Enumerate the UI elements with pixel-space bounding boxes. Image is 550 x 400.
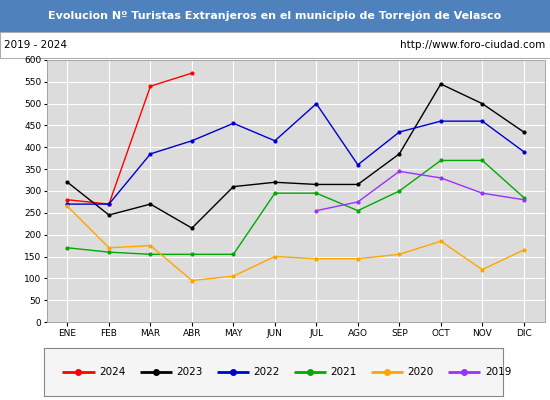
2023	[479, 101, 486, 106]
2019	[437, 176, 444, 180]
2019	[479, 191, 486, 196]
Line: 2023: 2023	[66, 83, 525, 230]
Line: 2021: 2021	[66, 159, 525, 256]
2022	[520, 149, 527, 154]
2019	[520, 197, 527, 202]
2021	[147, 252, 154, 257]
2022	[272, 138, 278, 143]
2023	[396, 152, 403, 156]
Text: 2024: 2024	[99, 367, 125, 377]
2022	[437, 119, 444, 124]
Text: 2023: 2023	[176, 367, 202, 377]
Text: 2019: 2019	[485, 367, 512, 377]
2023	[272, 180, 278, 185]
2021	[189, 252, 195, 257]
2020	[313, 256, 320, 261]
2021	[106, 250, 112, 254]
2024	[189, 71, 195, 76]
2021	[520, 195, 527, 200]
2023	[64, 180, 71, 185]
2023	[230, 184, 236, 189]
2021	[479, 158, 486, 163]
Text: 2021: 2021	[331, 367, 357, 377]
Text: 2019 - 2024: 2019 - 2024	[4, 40, 68, 50]
2022	[106, 202, 112, 206]
2022	[147, 152, 154, 156]
2023	[147, 202, 154, 206]
2022	[230, 121, 236, 126]
2023	[437, 82, 444, 86]
2020	[106, 245, 112, 250]
2023	[355, 182, 361, 187]
Text: 2022: 2022	[254, 367, 280, 377]
Line: 2022: 2022	[66, 102, 525, 206]
2019	[313, 208, 320, 213]
Line: 2024: 2024	[66, 72, 193, 206]
2023	[313, 182, 320, 187]
2021	[396, 188, 403, 193]
2020	[437, 239, 444, 244]
2022	[313, 101, 320, 106]
Text: http://www.foro-ciudad.com: http://www.foro-ciudad.com	[400, 40, 546, 50]
2021	[64, 245, 71, 250]
2020	[520, 248, 527, 252]
Text: Evolucion Nº Turistas Extranjeros en el municipio de Torrejón de Velasco: Evolucion Nº Turistas Extranjeros en el …	[48, 11, 502, 21]
2020	[272, 254, 278, 259]
2021	[355, 208, 361, 213]
2023	[189, 226, 195, 230]
2022	[479, 119, 486, 124]
Text: 2020: 2020	[408, 367, 434, 377]
2022	[396, 130, 403, 134]
2020	[479, 267, 486, 272]
2023	[106, 213, 112, 218]
2021	[437, 158, 444, 163]
2024	[64, 197, 71, 202]
2020	[64, 204, 71, 209]
2020	[230, 274, 236, 278]
2020	[355, 256, 361, 261]
2021	[313, 191, 320, 196]
2019	[355, 200, 361, 204]
Line: 2019: 2019	[315, 170, 525, 212]
2021	[230, 252, 236, 257]
2022	[189, 138, 195, 143]
2021	[272, 191, 278, 196]
2022	[64, 202, 71, 206]
2024	[147, 84, 154, 88]
2020	[396, 252, 403, 257]
2019	[396, 169, 403, 174]
2023	[520, 130, 527, 134]
2024	[106, 202, 112, 206]
2020	[147, 243, 154, 248]
2020	[189, 278, 195, 283]
Line: 2020: 2020	[66, 205, 525, 282]
2022	[355, 162, 361, 167]
